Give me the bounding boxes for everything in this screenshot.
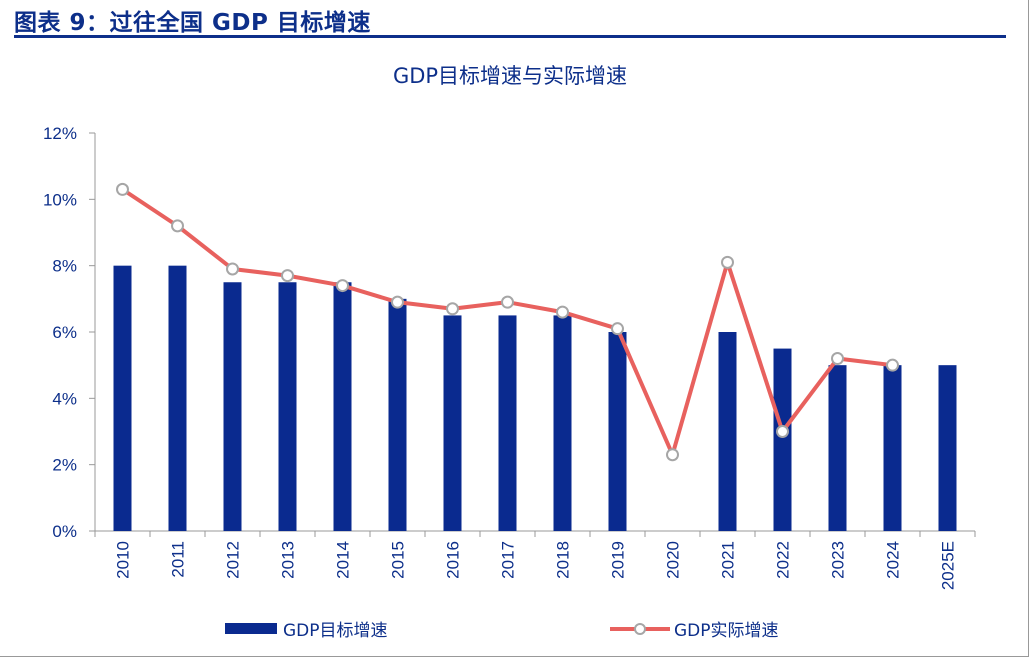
bar-target-2024 [883, 365, 902, 531]
y-tick-label: 12% [43, 124, 77, 143]
x-tick-label: 2023 [829, 541, 848, 579]
point-actual-2017 [501, 295, 514, 309]
bar-target-2013 [278, 282, 297, 531]
x-tick-label: 2013 [279, 541, 298, 579]
bar-target-2022 [773, 348, 792, 531]
y-tick-label: 8% [52, 257, 77, 276]
y-tick-label: 0% [52, 522, 77, 541]
x-tick-label: 2011 [169, 541, 188, 578]
bar-target-2019 [608, 332, 627, 531]
bar-target-2014 [333, 282, 352, 531]
figure-title: 图表 9：过往全国 GDP 目标增速 [14, 10, 371, 36]
x-tick-label: 2020 [664, 541, 683, 579]
point-actual-2014 [336, 279, 349, 293]
point-actual-2022 [776, 425, 789, 438]
bar-target-2015 [388, 298, 407, 531]
y-tick-label: 6% [52, 323, 77, 342]
point-actual-2011 [171, 219, 184, 233]
bar-target-2023 [828, 365, 847, 531]
x-tick-label: 2018 [554, 541, 573, 579]
bar-target-2011 [168, 265, 187, 531]
bar-target-2017 [498, 315, 517, 531]
x-tick-label: 2012 [224, 541, 243, 579]
point-actual-2021 [721, 255, 734, 269]
x-tick-label: 2022 [774, 541, 793, 579]
point-actual-2013 [281, 269, 294, 283]
x-tick-label: 2010 [114, 541, 133, 579]
x-tick-label: 2014 [334, 541, 353, 579]
legend-marker [634, 623, 646, 635]
x-tick-label: 2021 [719, 541, 738, 579]
bar-target-2025E [938, 365, 957, 531]
x-tick-label: 2024 [884, 541, 903, 579]
x-tick-label: 2025E [939, 541, 958, 590]
x-tick-label: 2015 [389, 541, 408, 579]
point-actual-2010 [116, 182, 129, 196]
point-actual-2015 [391, 295, 404, 309]
bar-target-2012 [223, 282, 242, 531]
legend: GDP目标增速 GDP实际增速 [225, 621, 779, 641]
y-tick-label: 10% [43, 190, 77, 209]
bar-target-2010 [113, 265, 132, 531]
bar-target-2021 [718, 332, 737, 531]
x-tick-label: 2017 [499, 541, 518, 579]
point-actual-2020 [666, 448, 679, 462]
bar-target-2018 [553, 315, 572, 531]
point-actual-2012 [226, 262, 239, 276]
bar-target-2016 [443, 315, 462, 531]
y-tick-label: 4% [52, 389, 77, 408]
point-actual-2024 [886, 358, 899, 372]
x-tick-label: 2016 [444, 541, 463, 579]
x-tick-label: 2019 [609, 541, 628, 579]
y-tick-label: 2% [52, 456, 77, 475]
point-actual-2018 [556, 305, 569, 319]
point-actual-2019 [611, 322, 624, 336]
point-actual-2023 [831, 352, 844, 366]
legend-label-actual: GDP实际增速 [674, 621, 779, 641]
title-underline [14, 35, 1006, 38]
legend-bar-swatch [225, 623, 277, 634]
point-actual-2016 [446, 302, 459, 316]
legend-label-target: GDP目标增速 [283, 621, 388, 641]
chart-title: GDP目标增速与实际增速 [393, 64, 627, 88]
